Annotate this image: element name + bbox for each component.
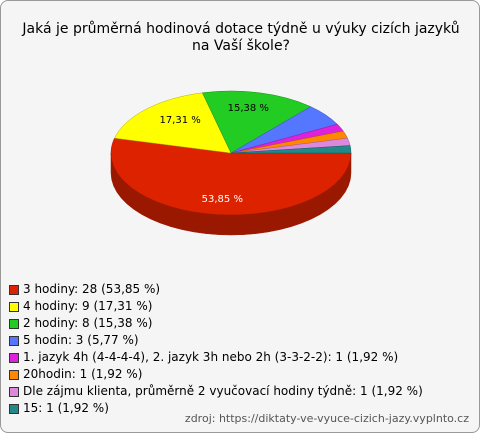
legend-label: 5 hodin: 3 (5,77 %) [23, 333, 139, 347]
legend-label: 1. jazyk 4h (4-4-4-4), 2. jazyk 3h nebo … [23, 350, 399, 364]
slice [110, 137, 352, 216]
chart-title: Jaká je průměrná hodinová dotace týdně u… [22, 21, 460, 54]
value-label: 53,85 % [202, 194, 243, 205]
legend-swatch [9, 335, 19, 346]
value-label: 15,38 % [228, 103, 269, 114]
legend-item: 3 hodiny: 28 (53,85 %) [9, 281, 423, 298]
legend-item: 1. jazyk 4h (4-4-4-4), 2. jazyk 3h nebo … [9, 349, 423, 366]
slice [202, 90, 312, 154]
legend-swatch [9, 403, 19, 414]
legend-item: 5 hodin: 3 (5,77 %) [9, 332, 423, 349]
legend-item: Dle zájmu klienta, průměrně 2 vyučovací … [9, 383, 423, 400]
legend-item: 15: 1 (1,92 %) [9, 400, 423, 417]
legend: 3 hodiny: 28 (53,85 %) 4 hodiny: 9 (17,31… [9, 281, 423, 417]
source: zdroj: https://diktaty-ve-vyuce-cizich-j… [184, 412, 469, 425]
legend-swatch [9, 386, 19, 397]
legend-swatch [9, 352, 19, 363]
pie-area: 53,85 % 17,31 % 15,38 % [110, 90, 352, 236]
legend-swatch [9, 284, 19, 295]
legend-item: 20hodin: 1 (1,92 %) [9, 366, 423, 383]
legend-label: 20hodin: 1 (1,92 %) [23, 367, 143, 381]
legend-swatch [9, 318, 19, 329]
legend-label: 2 hodiny: 8 (15,38 %) [23, 316, 153, 330]
value-label: 17,31 % [159, 115, 200, 126]
legend-label: 3 hodiny: 28 (53,85 %) [23, 282, 161, 296]
legend-label: 4 hodiny: 9 (17,31 %) [23, 299, 153, 313]
legend-swatch [9, 301, 19, 312]
legend-label: Dle zájmu klienta, průměrně 2 vyučovací … [23, 384, 423, 398]
legend-item: 4 hodiny: 9 (17,31 %) [9, 298, 423, 315]
legend-label: 15: 1 (1,92 %) [23, 401, 109, 415]
legend-item: 2 hodiny: 8 (15,38 %) [9, 315, 423, 332]
slice [114, 92, 232, 154]
slice [230, 145, 352, 154]
legend-swatch [9, 369, 19, 380]
